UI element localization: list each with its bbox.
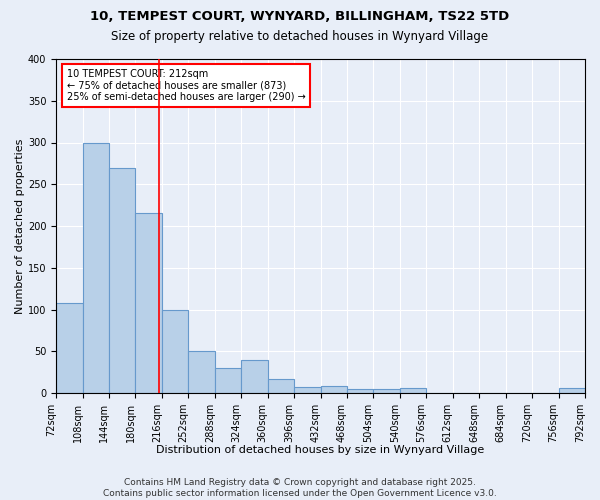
- Bar: [294, 387, 320, 393]
- X-axis label: Distribution of detached houses by size in Wynyard Village: Distribution of detached houses by size …: [157, 445, 485, 455]
- Text: 10, TEMPEST COURT, WYNYARD, BILLINGHAM, TS22 5TD: 10, TEMPEST COURT, WYNYARD, BILLINGHAM, …: [91, 10, 509, 23]
- Y-axis label: Number of detached properties: Number of detached properties: [15, 138, 25, 314]
- Bar: [188, 351, 215, 393]
- Bar: [136, 214, 162, 393]
- Bar: [109, 168, 136, 393]
- Text: 10 TEMPEST COURT: 212sqm
← 75% of detached houses are smaller (873)
25% of semi-: 10 TEMPEST COURT: 212sqm ← 75% of detach…: [67, 69, 305, 102]
- Bar: [215, 368, 241, 393]
- Bar: [373, 389, 400, 393]
- Bar: [559, 388, 585, 393]
- Bar: [241, 360, 268, 393]
- Bar: [400, 388, 427, 393]
- Bar: [347, 389, 373, 393]
- Bar: [268, 379, 294, 393]
- Bar: [320, 386, 347, 393]
- Text: Contains HM Land Registry data © Crown copyright and database right 2025.
Contai: Contains HM Land Registry data © Crown c…: [103, 478, 497, 498]
- Bar: [56, 303, 83, 393]
- Text: Size of property relative to detached houses in Wynyard Village: Size of property relative to detached ho…: [112, 30, 488, 43]
- Bar: [83, 142, 109, 393]
- Bar: [162, 310, 188, 393]
